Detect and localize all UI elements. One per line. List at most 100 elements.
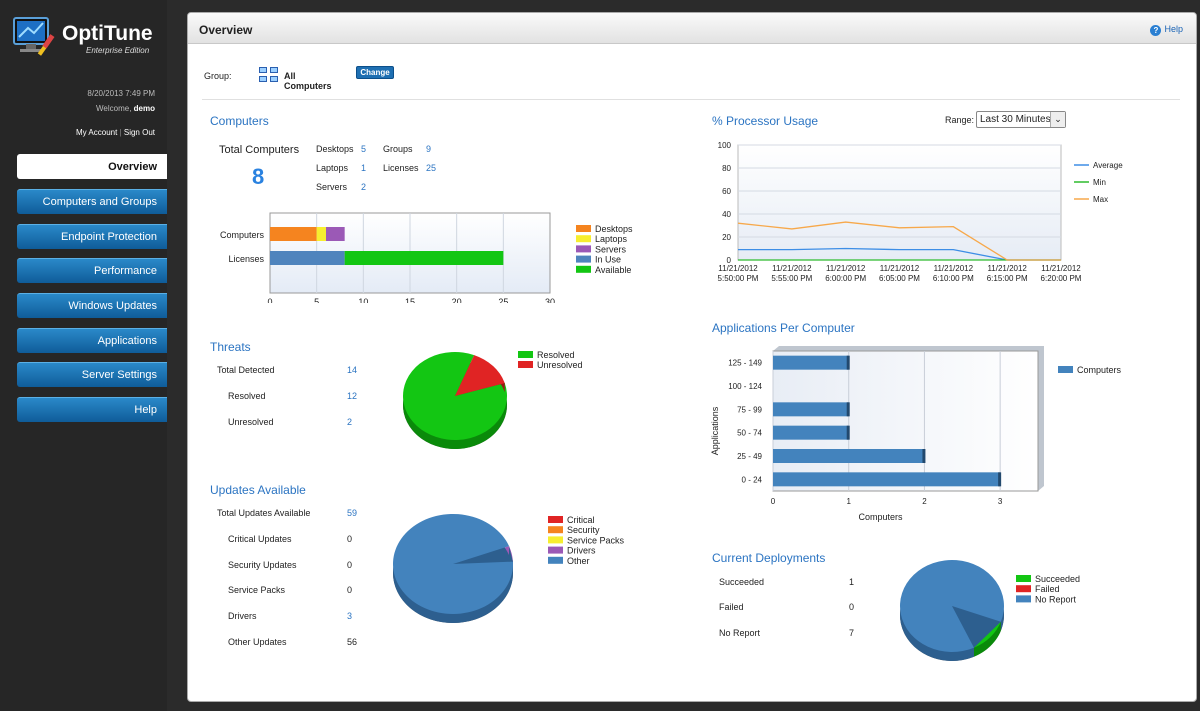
- app-title: OptiTune: [62, 22, 153, 45]
- computers-chart-x-tick: 10: [358, 297, 368, 303]
- other-updates-value: 56: [347, 637, 358, 647]
- no-report-value: 7: [849, 628, 855, 638]
- chevron-down-icon: ⌄: [1050, 112, 1065, 127]
- computers-chart-x-tick: 25: [498, 297, 508, 303]
- deployments-chart-legend-swatch-failed: [1016, 585, 1031, 593]
- processor-chart-y-tick: 0: [727, 256, 732, 265]
- total-detected-value[interactable]: 14: [347, 365, 358, 375]
- drivers-value[interactable]: 3: [347, 611, 353, 621]
- updates-chart-legend-other: Other: [567, 556, 590, 566]
- computers-chart-legend-swatch-desktops: [576, 225, 591, 232]
- drivers-label: Drivers: [228, 611, 257, 621]
- deployments-pie-slice-no-report: [900, 560, 1004, 652]
- resolved-label: Resolved: [228, 391, 266, 401]
- threats-chart-legend-swatch-resolved: [518, 351, 533, 358]
- applications-bar-chart: 0 1 2 3 125 - 149 100 - 124 75 - 99 50 - 74 25 -…: [710, 346, 1122, 522]
- nav-overview[interactable]: Overview: [17, 154, 167, 179]
- group-label: Group:: [204, 71, 232, 81]
- group-name: All Computers: [284, 71, 332, 91]
- processor-chart-x-tick-date: 11/21/2012: [826, 264, 866, 273]
- computers-chart-legend-servers: Servers: [595, 244, 627, 254]
- panel-header: Overview ? Help: [188, 13, 1196, 44]
- deployments-title: Current Deployments: [712, 551, 826, 565]
- processor-chart-x-tick-date: 11/21/2012: [718, 264, 758, 273]
- applications-bar-end: [922, 449, 926, 463]
- licenses-value[interactable]: 25: [426, 163, 437, 173]
- computers-chart-x-tick: 15: [405, 297, 415, 303]
- processor-usage-title: % Processor Usage: [712, 114, 819, 128]
- processor-chart-y-tick: 80: [722, 164, 731, 173]
- processor-chart-x-tick-time: 6:00:00 PM: [825, 274, 866, 283]
- applications-title: Applications Per Computer: [712, 321, 855, 335]
- applications-chart-category-label: 0 - 24: [742, 475, 763, 484]
- critical-updates-value: 0: [347, 534, 353, 544]
- applications-bar: [773, 472, 1001, 487]
- processor-chart-x-tick-time: 6:15:00 PM: [987, 274, 1028, 283]
- processor-chart-x-tick-date: 11/21/2012: [987, 264, 1027, 273]
- processor-chart-y-tick: 100: [718, 141, 732, 150]
- threats-chart-legend-swatch-unresolved: [518, 361, 533, 368]
- laptops-label: Laptops: [316, 163, 349, 173]
- change-group-button[interactable]: Change: [356, 66, 394, 79]
- link-separator: |: [117, 128, 124, 137]
- groups-value[interactable]: 9: [426, 144, 432, 154]
- total-computers-label: Total Computers: [219, 144, 300, 156]
- applications-bar: [773, 402, 849, 417]
- unresolved-value[interactable]: 2: [347, 417, 353, 427]
- range-select[interactable]: Last 30 Minutes ⌄: [976, 111, 1066, 128]
- computers-bar-servers: [326, 227, 345, 241]
- nav-server-settings[interactable]: Server Settings: [17, 362, 167, 387]
- computers-chart-legend-swatch-servers: [576, 245, 591, 253]
- total-updates-value[interactable]: 59: [347, 508, 358, 518]
- nav-performance[interactable]: Performance: [17, 258, 167, 283]
- succeeded-label: Succeeded: [719, 577, 765, 587]
- applications-chart-category-label: 25 - 49: [737, 452, 762, 461]
- processor-chart-y-tick: 40: [722, 210, 731, 219]
- processor-chart-x-tick-time: 6:10:00 PM: [933, 274, 974, 283]
- processor-chart-x-tick-time: 5:50:00 PM: [718, 274, 759, 283]
- processor-chart-x-tick-date: 11/21/2012: [1041, 264, 1081, 273]
- total-computers-value: 8: [252, 164, 265, 189]
- help-label: Help: [1164, 24, 1183, 34]
- deployments-chart-legend-failed: Failed: [1035, 584, 1060, 594]
- nav-windows-updates[interactable]: Windows Updates: [17, 293, 167, 318]
- applications-chart-x-tick: 1: [846, 497, 851, 506]
- nav-endpoint-protection[interactable]: Endpoint Protection: [17, 224, 167, 249]
- processor-chart-x-tick-date: 11/21/2012: [772, 264, 812, 273]
- sign-out-link[interactable]: Sign Out: [123, 128, 155, 137]
- nav-applications[interactable]: Applications: [17, 328, 167, 353]
- critical-updates-label: Critical Updates: [228, 534, 292, 544]
- no-report-label: No Report: [719, 628, 761, 638]
- other-updates-label: Other Updates: [228, 637, 287, 647]
- deployments-chart-legend-succeeded: Succeeded: [1035, 574, 1080, 584]
- servers-value[interactable]: 2: [361, 182, 367, 192]
- deployments-chart-legend-no-report: No Report: [1035, 594, 1077, 604]
- help-link[interactable]: ? Help: [1150, 24, 1183, 36]
- computers-chart-legend-desktops: Desktops: [595, 224, 633, 234]
- resolved-value[interactable]: 12: [347, 391, 358, 401]
- applications-bar: [773, 355, 849, 370]
- security-updates-label: Security Updates: [228, 560, 297, 570]
- applications-chart-legend-computers: Computers: [1077, 365, 1122, 375]
- computers-chart-category-label: Computers: [220, 230, 265, 240]
- applications-chart-category-label: 100 - 124: [728, 382, 762, 391]
- desktops-value[interactable]: 5: [361, 144, 367, 154]
- updates-chart-legend-swatch-service-packs: [548, 536, 563, 544]
- nav-help[interactable]: Help: [17, 397, 167, 422]
- unresolved-label: Unresolved: [228, 417, 274, 427]
- updates-chart-legend-drivers: Drivers: [567, 546, 596, 556]
- applications-bar-end: [846, 425, 850, 440]
- total-updates-label: Total Updates Available: [217, 508, 311, 518]
- updates-chart-legend-service-packs: Service Packs: [567, 535, 625, 545]
- my-account-link[interactable]: My Account: [75, 128, 118, 137]
- processor-chart-plot-area: [737, 144, 1062, 261]
- applications-bar-end: [846, 355, 850, 370]
- security-updates-value: 0: [347, 560, 353, 570]
- laptops-value[interactable]: 1: [361, 163, 367, 173]
- processor-chart-x-tick-time: 6:20:00 PM: [1041, 274, 1082, 283]
- nav-computers-and-groups[interactable]: Computers and Groups: [17, 189, 167, 214]
- processor-chart-y-tick: 60: [722, 187, 731, 196]
- computers-chart-legend-in-use: In Use: [595, 255, 621, 265]
- optitune-logo-icon: [13, 17, 55, 56]
